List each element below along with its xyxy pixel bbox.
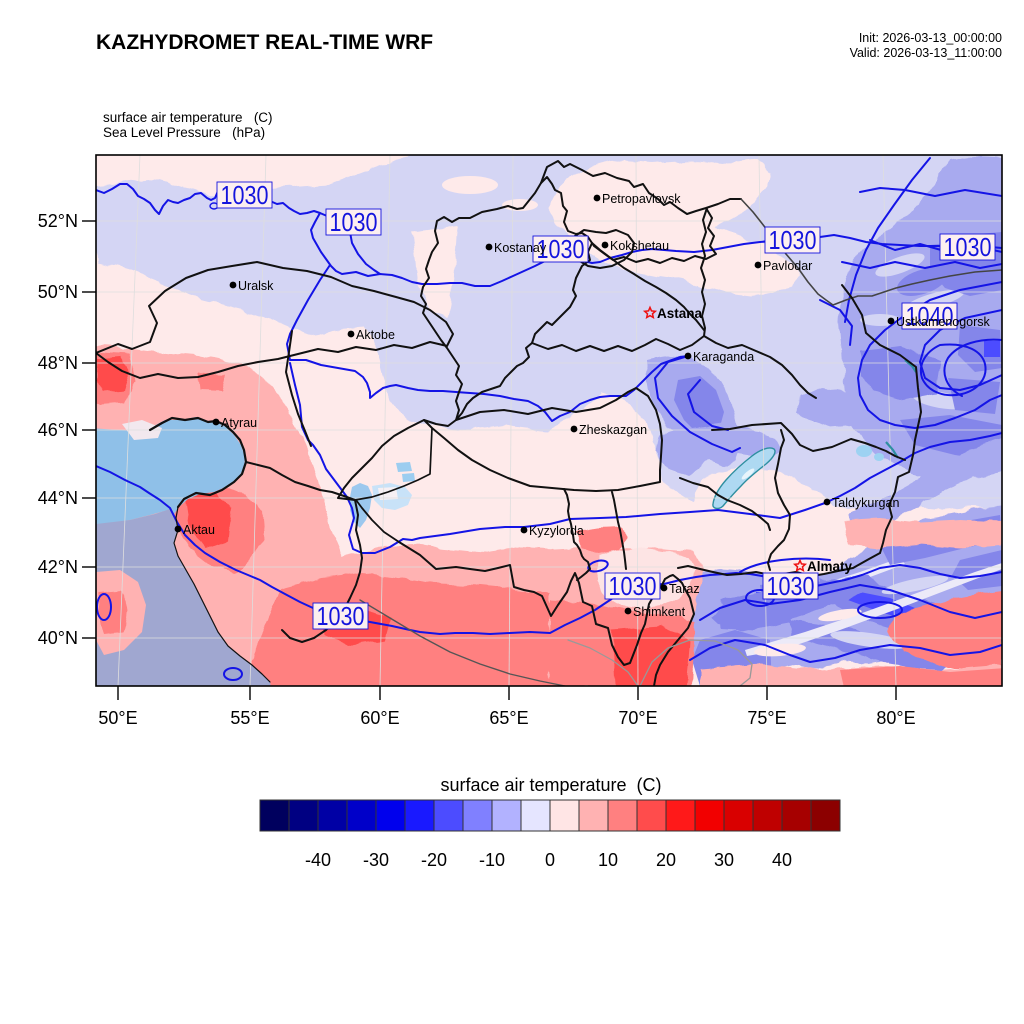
svg-text:44°N: 44°N — [38, 488, 78, 508]
svg-text:0: 0 — [545, 850, 555, 870]
svg-text:50°E: 50°E — [98, 708, 137, 728]
svg-text:surface air temperature (C): surface air temperature (C) — [440, 775, 661, 795]
svg-text:-30: -30 — [363, 850, 389, 870]
svg-text:30: 30 — [714, 850, 734, 870]
svg-text:Astana: Astana — [657, 306, 703, 321]
svg-text:Atyrau: Atyrau — [221, 416, 257, 430]
svg-text:Uralsk: Uralsk — [238, 279, 274, 293]
svg-text:1030: 1030 — [317, 601, 365, 631]
svg-text:80°E: 80°E — [876, 708, 915, 728]
svg-text:1030: 1030 — [767, 571, 815, 601]
svg-text:50°N: 50°N — [38, 282, 78, 302]
svg-text:60°E: 60°E — [360, 708, 399, 728]
svg-text:Shimkent: Shimkent — [633, 605, 686, 619]
svg-text:55°E: 55°E — [230, 708, 269, 728]
svg-text:-20: -20 — [421, 850, 447, 870]
svg-text:1030: 1030 — [609, 571, 657, 601]
svg-text:Sea Level Pressure (hPa): Sea Level Pressure (hPa) — [103, 125, 265, 140]
svg-text:1030: 1030 — [221, 180, 269, 210]
svg-text:Aktobe: Aktobe — [356, 328, 395, 342]
svg-text:42°N: 42°N — [38, 557, 78, 577]
svg-text:Kostanay: Kostanay — [494, 241, 547, 255]
svg-text:1030: 1030 — [537, 234, 585, 264]
svg-text:Petropavlovsk: Petropavlovsk — [602, 192, 681, 206]
svg-text:Taraz: Taraz — [669, 582, 700, 596]
svg-text:Aktau: Aktau — [183, 523, 215, 537]
svg-text:-40: -40 — [305, 850, 331, 870]
svg-text:40: 40 — [772, 850, 792, 870]
svg-text:Kyzylorda: Kyzylorda — [529, 524, 584, 538]
svg-text:Init: 2026-03-13_00:00:00: Init: 2026-03-13_00:00:00 — [859, 31, 1002, 45]
svg-text:Kokshetau: Kokshetau — [610, 239, 669, 253]
svg-text:Zheskazgan: Zheskazgan — [579, 423, 647, 437]
svg-text:40°N: 40°N — [38, 628, 78, 648]
svg-text:Pavlodar: Pavlodar — [763, 259, 812, 273]
svg-text:20: 20 — [656, 850, 676, 870]
svg-text:52°N: 52°N — [38, 211, 78, 231]
svg-text:1030: 1030 — [944, 232, 992, 262]
svg-text:Almaty: Almaty — [807, 559, 853, 574]
svg-text:46°N: 46°N — [38, 420, 78, 440]
svg-text:Karaganda: Karaganda — [693, 350, 754, 364]
svg-text:1030: 1030 — [769, 225, 817, 255]
svg-text:1040: 1040 — [906, 301, 954, 331]
svg-text:1030: 1030 — [330, 207, 378, 237]
svg-text:10: 10 — [598, 850, 618, 870]
svg-text:65°E: 65°E — [489, 708, 528, 728]
svg-text:-10: -10 — [479, 850, 505, 870]
svg-text:70°E: 70°E — [618, 708, 657, 728]
svg-text:75°E: 75°E — [747, 708, 786, 728]
svg-text:KAZHYDROMET REAL-TIME WRF: KAZHYDROMET REAL-TIME WRF — [96, 31, 433, 54]
svg-text:Ustkamenogorsk: Ustkamenogorsk — [896, 315, 991, 329]
svg-text:48°N: 48°N — [38, 353, 78, 373]
svg-text:Taldykurgan: Taldykurgan — [832, 496, 899, 510]
svg-text:Valid: 2026-03-13_11:00:00: Valid: 2026-03-13_11:00:00 — [850, 46, 1002, 60]
svg-text:surface air temperature (C): surface air temperature (C) — [103, 110, 273, 125]
